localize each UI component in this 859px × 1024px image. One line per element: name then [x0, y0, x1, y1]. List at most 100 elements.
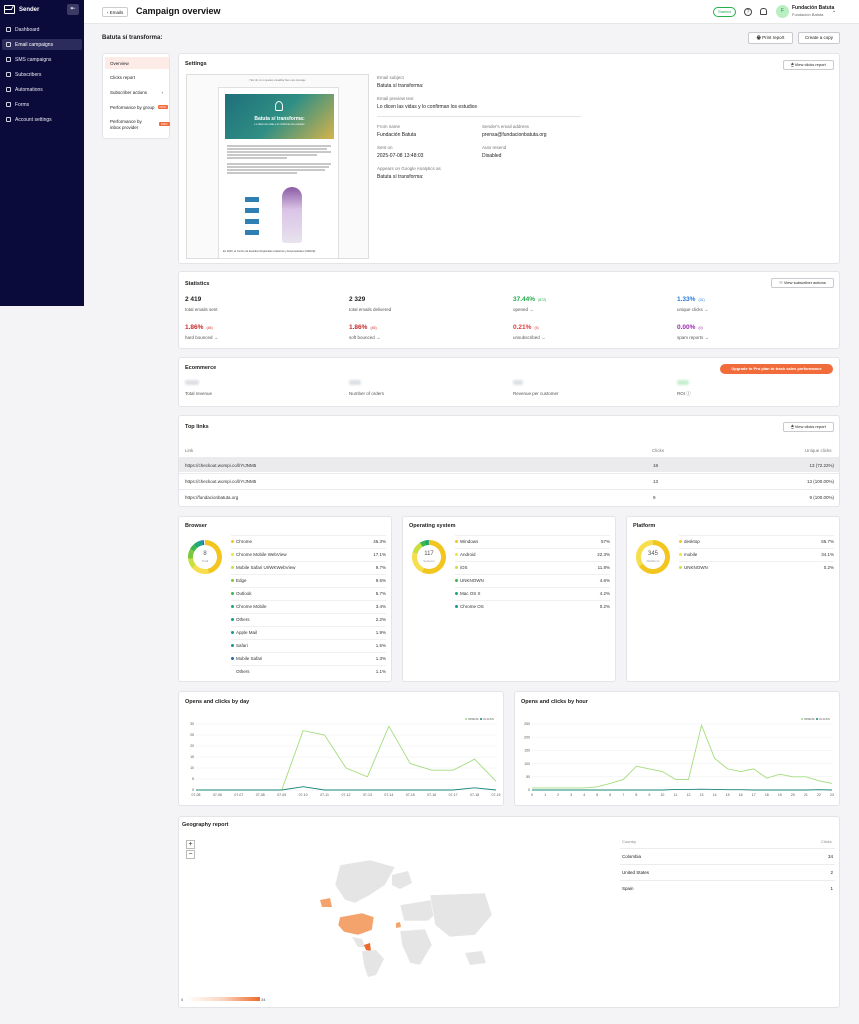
legend-item[interactable]: Mobile Safari UI/WKWebView 9.7% [231, 561, 386, 573]
menu-clicks-report[interactable]: Clicks report [105, 71, 169, 83]
sidebar-item-subscribers[interactable]: Subscribers [2, 69, 82, 80]
stat-spam-link[interactable]: spam reports → [677, 335, 709, 340]
os-slice[interactable] [412, 552, 424, 573]
stat-unsubscribed[interactable]: 0.21% (5) [513, 324, 539, 331]
bell-icon[interactable] [760, 8, 767, 15]
world-map[interactable] [300, 855, 495, 980]
legend-item[interactable]: Chrome 46.3% [231, 535, 386, 547]
sidebar-item-label: Forms [15, 101, 30, 108]
browser-slice[interactable] [203, 540, 205, 546]
menu-overview[interactable]: Overview [105, 57, 169, 69]
platform-slice[interactable] [638, 540, 670, 574]
legend-item[interactable]: Windows 57% [455, 535, 610, 547]
stat-opened-link[interactable]: opened → [513, 307, 534, 312]
zoom-out-button[interactable]: − [186, 850, 195, 859]
browser-slice[interactable] [200, 540, 204, 546]
stat-soft-bounced[interactable]: 1.86% (45) [349, 324, 377, 331]
browser-slice[interactable] [188, 558, 196, 569]
browser-slice[interactable] [196, 541, 201, 547]
sidebar-item-dashboard[interactable]: Dashboard [2, 24, 82, 35]
collapse-sidebar-button[interactable]: ⇤ [67, 4, 79, 15]
browser-slice[interactable] [190, 544, 198, 552]
legend-item[interactable]: Others 2.2% [231, 613, 386, 625]
email-preview[interactable]: Haz clic si no puedes visualizar bien es… [186, 74, 369, 259]
help-icon[interactable]: ? [744, 8, 752, 16]
table-row[interactable]: https://checkout.wompi.co/l/YIJNM5 13 13 (… [179, 473, 839, 488]
brand-logo[interactable]: Sender [4, 5, 39, 14]
browser-slice[interactable] [202, 540, 205, 546]
legend-item[interactable]: Outlook 5.7% [231, 587, 386, 599]
legend-label[interactable]: CLICKS [483, 717, 494, 721]
legend-label[interactable]: OPENS [804, 717, 815, 721]
browser-slice[interactable] [193, 542, 200, 548]
stat-hard-link[interactable]: hard bounced → [185, 335, 218, 340]
stat-opened[interactable]: 37.44% (872) [513, 296, 546, 303]
legend-item[interactable]: mobile 34.1% [679, 548, 834, 560]
legend-item[interactable]: iOS 11.8% [455, 561, 610, 573]
stat-clicks[interactable]: 1.33% (31) [677, 296, 705, 303]
menu-performance-inbox[interactable]: Performance by inbox provider [105, 116, 149, 134]
avatar[interactable]: F [776, 5, 789, 18]
create-copy-button[interactable]: Create a copy [798, 32, 840, 44]
info-icon[interactable]: ⓘ [686, 391, 691, 396]
table-row[interactable]: https://checkout.wompi.co/l/YIJNM5 18 13 (… [179, 457, 839, 472]
stat-unsub-link[interactable]: unsubscribed → [513, 335, 546, 340]
legend-item[interactable]: Mobile Safari 1.3% [231, 652, 386, 664]
stat-clicks-link[interactable]: unique clicks → [677, 307, 709, 312]
legend-item[interactable]: Chrome OS 0.2% [455, 600, 610, 612]
menu-subscriber-actions[interactable]: Subscriber actions › [105, 86, 169, 98]
os-donut[interactable] [409, 537, 449, 577]
sidebar-item-email-campaigns[interactable]: Email campaigns [2, 39, 82, 50]
map-colombia[interactable] [364, 943, 371, 951]
stat-soft-link[interactable]: soft bounced → [349, 335, 381, 340]
menu-performance-group[interactable]: Performance by group PRO [105, 101, 169, 113]
stat-spam[interactable]: 0.00% (0) [677, 324, 703, 331]
zoom-in-button[interactable]: + [186, 840, 195, 849]
stat-hard-bounced[interactable]: 1.86% (45) [185, 324, 213, 331]
os-slice[interactable] [419, 540, 426, 547]
legend-item[interactable]: Edge 9.5% [231, 574, 386, 586]
legend-item[interactable]: Mac OS X 4.2% [455, 587, 610, 599]
legend-item[interactable]: Chrome Mobile WebView 17.1% [231, 548, 386, 560]
browser-slice[interactable] [205, 540, 222, 574]
view-subscriber-actions-button[interactable]: ⚇ View subscriber actions [771, 278, 834, 288]
platform-donut[interactable] [633, 537, 673, 577]
map-usa[interactable] [337, 912, 375, 936]
legend-item[interactable]: Safari 1.5% [231, 639, 386, 651]
platform-slice[interactable] [636, 540, 653, 567]
legend-item[interactable]: UNKNOWN 0.2% [679, 561, 834, 573]
legend-item[interactable]: Apple Mail 1.9% [231, 626, 386, 638]
legend-label: iOS [460, 565, 468, 570]
map-spain[interactable] [396, 922, 401, 928]
sidebar-item-automations[interactable]: Automations [2, 84, 82, 95]
legend-label[interactable]: OPENS [468, 717, 479, 721]
browser-slice[interactable] [198, 540, 203, 546]
browser-slice[interactable] [192, 564, 209, 574]
legend-label[interactable]: CLICKS [819, 717, 830, 721]
view-clicks-report-button[interactable]: 🖱 View clicks report [783, 60, 834, 70]
sidebar-item-sms-campaigns[interactable]: SMS campaigns [2, 54, 82, 65]
legend-item[interactable]: desktop 65.7% [679, 535, 834, 547]
account-name[interactable]: Fundación Batuta [792, 5, 835, 11]
link-url[interactable]: https://checkout.wompi.co/l/YIJNM5 [185, 479, 257, 484]
sidebar-item-account-settings[interactable]: Account settings [2, 114, 82, 125]
view-clicks-report-button[interactable]: 🖱 View clicks report [783, 422, 834, 432]
print-report-button[interactable]: 🖶 Print report [748, 32, 793, 44]
os-slice[interactable] [421, 540, 446, 574]
link-url[interactable]: https://checkout.wompi.co/l/YIJNM5 [185, 463, 257, 468]
browser-donut[interactable] [185, 537, 225, 577]
chevron-down-icon[interactable]: ⌄ [832, 8, 837, 14]
back-button[interactable]: ‹ Emails [102, 7, 129, 17]
upgrade-pro-button[interactable]: Upgrade to Pro plan to track sales perfo… [720, 364, 833, 374]
legend-item[interactable]: Others 1.1% [231, 665, 386, 677]
legend-item[interactable]: Android 22.3% [455, 548, 610, 560]
os-slice[interactable] [424, 540, 429, 546]
browser-slice[interactable] [188, 548, 195, 559]
legend-item[interactable]: UNKNOWN 4.6% [455, 574, 610, 586]
link-url[interactable]: https://fundacionbatuta.org [185, 495, 239, 500]
legend-item[interactable]: Chrome Mobile 3.4% [231, 600, 386, 612]
table-row[interactable]: https://fundacionbatuta.org 9 9 (100.00%) [179, 489, 839, 504]
x-tick-label: 16 [739, 793, 743, 797]
sidebar-item-forms[interactable]: Forms [2, 99, 82, 110]
os-slice[interactable] [412, 542, 423, 554]
